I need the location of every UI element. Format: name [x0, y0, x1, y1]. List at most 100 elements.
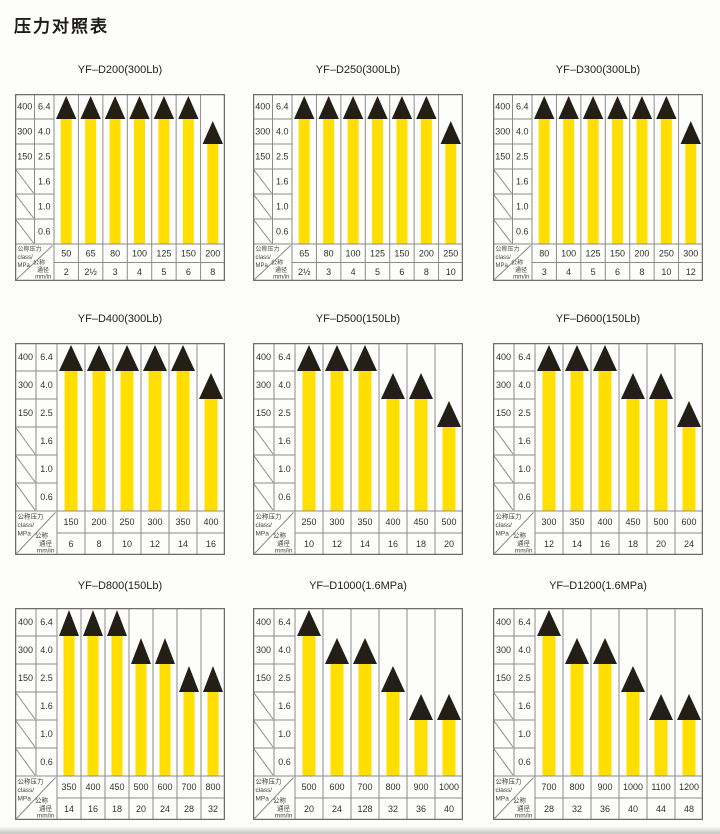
corner-diagonal: [16, 245, 53, 280]
chart-svg-2: 400 300 150 6.4 4.0 2.5 1.6 1.0 0.6 公称压力 class/MPa…: [492, 93, 704, 282]
mpa-axis-label: 1.6: [518, 701, 531, 711]
triangle-marker: [59, 610, 79, 636]
bar: [414, 398, 428, 511]
diameter-value: 20: [656, 539, 666, 549]
table-border: [252, 342, 464, 556]
corner-diagonal: [254, 245, 291, 280]
class-axis-label: 150: [17, 152, 32, 162]
triangle-marker: [353, 638, 377, 664]
corner-diagonal: [494, 777, 534, 819]
mpa-axis-label: 2.5: [276, 152, 289, 162]
diameter-value: 14: [360, 539, 370, 549]
bar: [682, 719, 696, 776]
diameter-value: 10: [122, 539, 132, 549]
corner-diagonal: [16, 512, 56, 554]
diameter-value: 4: [351, 267, 356, 277]
diameter-value: 20: [304, 804, 314, 814]
corner-pressure-label: class/: [256, 787, 273, 794]
bar: [207, 691, 219, 776]
bar: [207, 143, 219, 244]
triangle-marker: [593, 638, 617, 664]
class-axis-label: 400: [255, 102, 270, 112]
corner-pressure-label: class/: [496, 522, 513, 529]
diameter-value: 5: [591, 267, 596, 277]
grid-lines: [253, 608, 463, 820]
bar: [183, 691, 195, 776]
mpa-axis-label: 4.0: [38, 127, 51, 137]
diameter-value: 8: [424, 267, 429, 277]
class-axis-label: 150: [18, 673, 33, 683]
class-value: 250: [301, 517, 316, 527]
class-value: 450: [109, 782, 124, 792]
corner-diameter-label: mm/in: [37, 548, 55, 555]
bar: [598, 663, 612, 776]
corner-pressure-label: MPa: [496, 263, 509, 269]
diameter-value: 14: [572, 539, 582, 549]
mpa-axis-label: 6.4: [38, 102, 51, 112]
class-value: 250: [659, 248, 674, 258]
class-value: 80: [539, 248, 549, 258]
chart-svg-6: 400 300 150 6.4 4.0 2.5 1.6 1.0 0.6 公称压力class/MPa…: [14, 607, 226, 821]
bar: [538, 118, 550, 244]
corner-diameter-label: 公称: [513, 796, 527, 805]
bar: [542, 635, 556, 776]
corner-pressure-label: MPa: [18, 263, 31, 269]
bar: [386, 691, 400, 776]
chart-svg-3: 400 300 150 6.4 4.0 2.5 1.6 1.0 0.6 公称压力class/MPa…: [14, 342, 226, 556]
corner-pressure-label: MPa: [18, 531, 32, 538]
class-value: 450: [625, 517, 640, 527]
class-value: 200: [419, 248, 434, 258]
class-value: 900: [413, 782, 428, 792]
class-axis-label: 400: [496, 352, 511, 362]
triangle-marker: [391, 96, 413, 119]
class-value: 700: [357, 782, 372, 792]
diameter-value: 10: [304, 539, 314, 549]
chart-1: 400 300 150 6.4 4.0 2.5 1.6 1.0 0.6 公称压力 class/MPa…: [252, 93, 464, 286]
class-value: 600: [329, 782, 344, 792]
triangle-marker: [381, 373, 405, 399]
diameter-value: 3: [542, 267, 547, 277]
bar: [442, 426, 456, 511]
bar: [159, 663, 171, 776]
bar: [330, 370, 344, 511]
class-value: 800: [385, 782, 400, 792]
bar: [636, 118, 648, 244]
mpa-axis-label: 0.6: [40, 492, 53, 502]
empty-cell-slash: [493, 427, 514, 455]
corner-pressure-label: class/: [496, 255, 512, 261]
mpa-axis-label: 6.4: [518, 352, 531, 362]
class-axis-label: 150: [256, 408, 271, 418]
diameter-value: 12: [544, 539, 554, 549]
mpa-axis-label: 1.6: [516, 177, 529, 187]
bar: [396, 118, 408, 244]
mpa-axis-label: 0.6: [278, 492, 291, 502]
corner-pressure-label: MPa: [256, 263, 269, 269]
bar: [87, 635, 99, 776]
mpa-axis-label: 2.5: [278, 408, 291, 418]
mpa-axis-label: 1.0: [38, 202, 51, 212]
mpa-axis-label: 4.0: [40, 380, 53, 390]
table-border: [492, 93, 704, 282]
triangle-marker: [680, 121, 701, 144]
diameter-value: 4: [137, 267, 142, 277]
class-value: 80: [110, 248, 120, 258]
class-axis-label: 300: [256, 645, 271, 655]
diameter-value: 8: [210, 267, 215, 277]
corner-diameter-label: mm/in: [515, 813, 533, 820]
diameter-value: 5: [161, 267, 166, 277]
class-axis-label: 300: [256, 380, 271, 390]
class-axis-label: 150: [495, 152, 510, 162]
bar: [626, 691, 640, 776]
bar: [445, 143, 457, 244]
diameter-value: 3: [113, 267, 118, 277]
bar: [298, 118, 310, 244]
empty-cell-slash: [253, 455, 274, 483]
class-value: 600: [157, 782, 172, 792]
diameter-value: 20: [444, 539, 454, 549]
bar: [323, 118, 335, 244]
diameter-value: 24: [160, 804, 170, 814]
bar: [358, 663, 372, 776]
grid-lines: [493, 608, 703, 820]
chart-2: 400 300 150 6.4 4.0 2.5 1.6 1.0 0.6 公称压力 class/MPa…: [492, 93, 704, 286]
diameter-value: 4: [566, 267, 571, 277]
